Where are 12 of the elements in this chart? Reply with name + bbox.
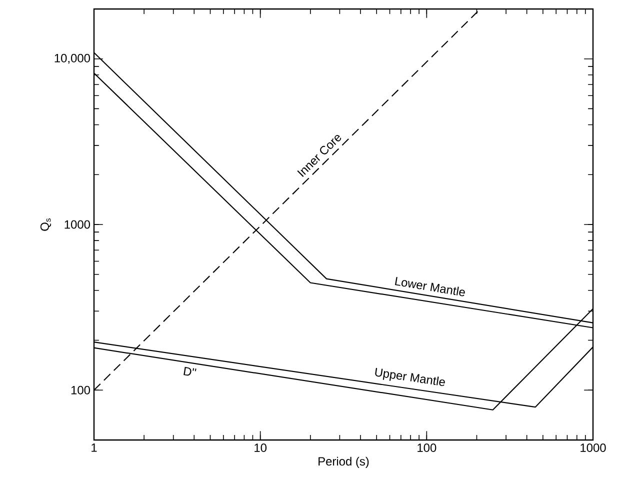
x-tick-label: 1: [92, 444, 97, 452]
text: Lower Mantle: [394, 276, 465, 296]
text: D'': [184, 366, 196, 376]
x-tick-label: 10: [254, 444, 267, 452]
x-tick-label: 1000: [580, 444, 606, 452]
y-axis-title: Q$_{s}$: [40, 218, 52, 231]
y-tick-label: 10,000: [54, 54, 90, 64]
x-tick-label: 100: [418, 444, 436, 452]
x-axis-title: Period (s): [318, 456, 369, 468]
y-tick-label: 100: [71, 386, 90, 394]
text: Upper Mantle: [375, 368, 445, 386]
y-tick-label: 1000: [64, 220, 90, 229]
